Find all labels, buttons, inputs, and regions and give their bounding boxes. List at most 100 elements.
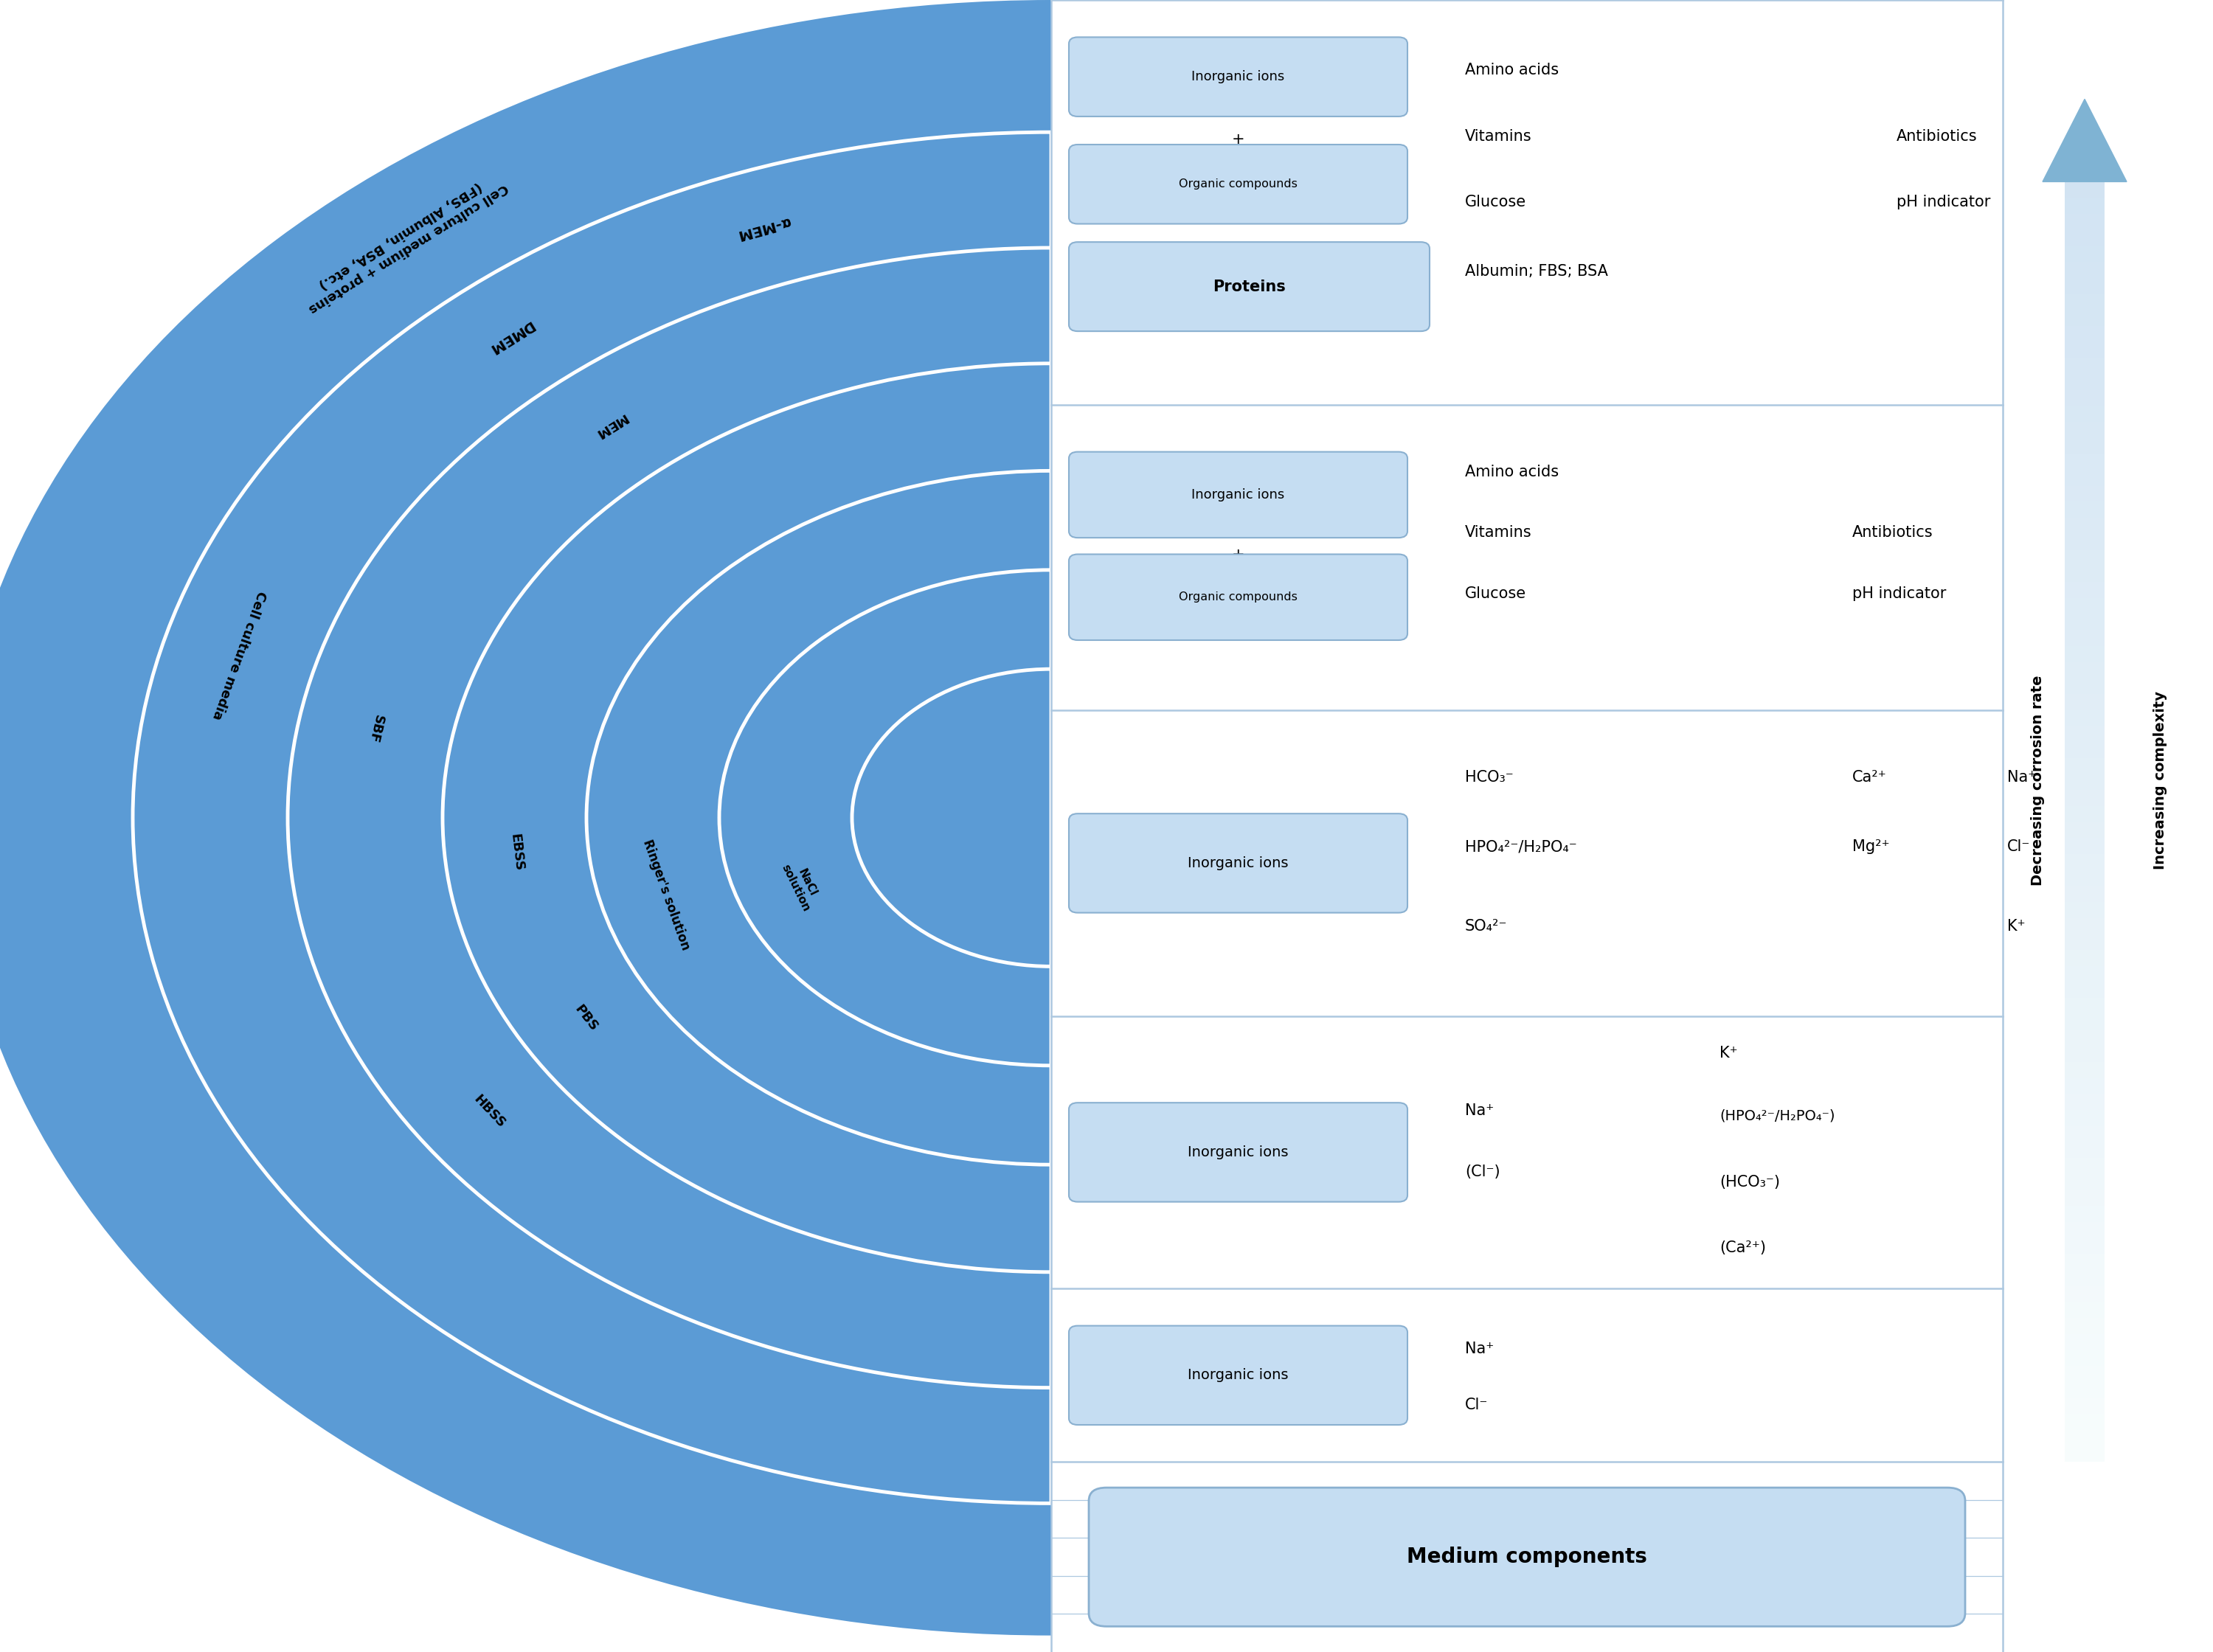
Bar — [2065, 1127, 2105, 1142]
Bar — [2065, 1431, 2105, 1446]
Bar — [2065, 1302, 2105, 1318]
Bar — [2065, 758, 2105, 773]
Text: pH indicator: pH indicator — [1852, 586, 1945, 601]
Text: Inorganic ions: Inorganic ions — [1191, 69, 1286, 84]
Bar — [2065, 1110, 2105, 1127]
Bar — [2065, 598, 2105, 615]
Text: Medium components: Medium components — [1407, 1546, 1646, 1568]
Text: pH indicator: pH indicator — [1897, 195, 1989, 210]
Wedge shape — [0, 0, 1051, 1635]
Bar — [2065, 373, 2105, 390]
Bar — [2065, 261, 2105, 278]
Bar — [2065, 725, 2105, 742]
FancyBboxPatch shape — [1069, 1104, 1407, 1203]
FancyBboxPatch shape — [1069, 243, 1430, 332]
Bar — [2065, 1222, 2105, 1237]
Text: Inorganic ions: Inorganic ions — [1191, 487, 1286, 502]
Bar — [2065, 885, 2105, 902]
Bar — [2065, 1366, 2105, 1383]
Text: Glucose: Glucose — [1465, 195, 1527, 210]
Bar — [2065, 1206, 2105, 1222]
Bar — [2065, 502, 2105, 517]
Text: Amino acids: Amino acids — [1465, 63, 1558, 78]
Bar — [2065, 438, 2105, 454]
Text: K⁺: K⁺ — [1720, 1046, 1737, 1061]
Text: Ca²⁺: Ca²⁺ — [1852, 770, 1888, 785]
Text: Antibiotics: Antibiotics — [1852, 525, 1934, 540]
Bar — [1051, 0, 2213, 1652]
Bar — [2065, 646, 2105, 662]
FancyBboxPatch shape — [1069, 38, 1407, 116]
Bar — [2065, 998, 2105, 1014]
Text: Glucose: Glucose — [1465, 586, 1527, 601]
Bar — [2065, 342, 2105, 358]
Bar — [2065, 1142, 2105, 1158]
Bar — [2065, 198, 2105, 213]
Bar — [2065, 325, 2105, 342]
Bar — [2065, 454, 2105, 469]
Bar — [2065, 278, 2105, 294]
Text: Inorganic ions: Inorganic ions — [1188, 1368, 1288, 1383]
Text: HPO₄²⁻/H₂PO₄⁻: HPO₄²⁻/H₂PO₄⁻ — [1465, 839, 1578, 854]
Text: Antibiotics: Antibiotics — [1897, 129, 1978, 144]
Text: EBSS: EBSS — [507, 833, 524, 872]
Bar — [2065, 582, 2105, 598]
Text: Cl⁻: Cl⁻ — [1465, 1398, 1487, 1412]
Bar — [2065, 1079, 2105, 1094]
Bar — [2065, 294, 2105, 311]
Text: Cl⁻: Cl⁻ — [2007, 839, 2029, 854]
Bar — [2065, 1383, 2105, 1398]
Text: (Cl⁻): (Cl⁻) — [1465, 1165, 1500, 1180]
Bar — [2065, 677, 2105, 694]
Text: K⁺: K⁺ — [2007, 919, 2025, 933]
Bar — [2065, 933, 2105, 950]
FancyBboxPatch shape — [1089, 1487, 1965, 1626]
Bar — [2065, 742, 2105, 758]
Bar — [2065, 773, 2105, 790]
Bar — [2065, 358, 2105, 373]
Text: Increasing complexity: Increasing complexity — [2153, 691, 2167, 871]
Text: (Ca²⁺): (Ca²⁺) — [1720, 1241, 1766, 1256]
Bar — [2065, 854, 2105, 871]
Bar — [2065, 469, 2105, 486]
Text: (HPO₄²⁻/H₂PO₄⁻): (HPO₄²⁻/H₂PO₄⁻) — [1720, 1108, 1835, 1123]
Bar — [2065, 230, 2105, 246]
Text: +: + — [1233, 240, 1244, 254]
Bar — [2065, 550, 2105, 567]
Bar — [2065, 390, 2105, 406]
Polygon shape — [2043, 99, 2127, 182]
Text: Cell culture medium + proteins
(FBS, Albumin, BSA, etc.): Cell culture medium + proteins (FBS, Alb… — [299, 169, 511, 316]
FancyBboxPatch shape — [1069, 145, 1407, 225]
Bar — [2065, 246, 2105, 261]
Bar — [2065, 838, 2105, 854]
Wedge shape — [288, 248, 1051, 1388]
FancyBboxPatch shape — [1069, 1325, 1407, 1424]
Bar — [2065, 919, 2105, 933]
Text: Organic compounds: Organic compounds — [1180, 591, 1297, 603]
Bar — [2065, 902, 2105, 919]
Bar — [2065, 966, 2105, 981]
Bar — [2065, 567, 2105, 582]
FancyBboxPatch shape — [1069, 451, 1407, 539]
Bar — [2065, 311, 2105, 325]
Text: Ringer's solution: Ringer's solution — [640, 838, 693, 952]
Bar — [2065, 629, 2105, 646]
Text: Vitamins: Vitamins — [1465, 525, 1531, 540]
Text: Na⁺: Na⁺ — [1465, 1104, 1494, 1118]
Wedge shape — [719, 570, 1051, 1066]
Bar — [2065, 1158, 2105, 1175]
Text: Decreasing corrosion rate: Decreasing corrosion rate — [2032, 676, 2045, 885]
Text: DMEM: DMEM — [485, 317, 536, 357]
Bar — [2065, 823, 2105, 838]
Text: Na⁺: Na⁺ — [2007, 770, 2036, 785]
Bar — [2065, 1254, 2105, 1270]
Text: α-MEM: α-MEM — [735, 215, 792, 241]
FancyBboxPatch shape — [1069, 814, 1407, 914]
Text: SBF: SBF — [365, 714, 385, 745]
Bar — [2065, 421, 2105, 438]
Bar — [2065, 406, 2105, 421]
Bar — [2065, 1350, 2105, 1366]
Bar — [2065, 1029, 2105, 1046]
Bar — [2065, 1414, 2105, 1431]
Bar — [2065, 1318, 2105, 1335]
